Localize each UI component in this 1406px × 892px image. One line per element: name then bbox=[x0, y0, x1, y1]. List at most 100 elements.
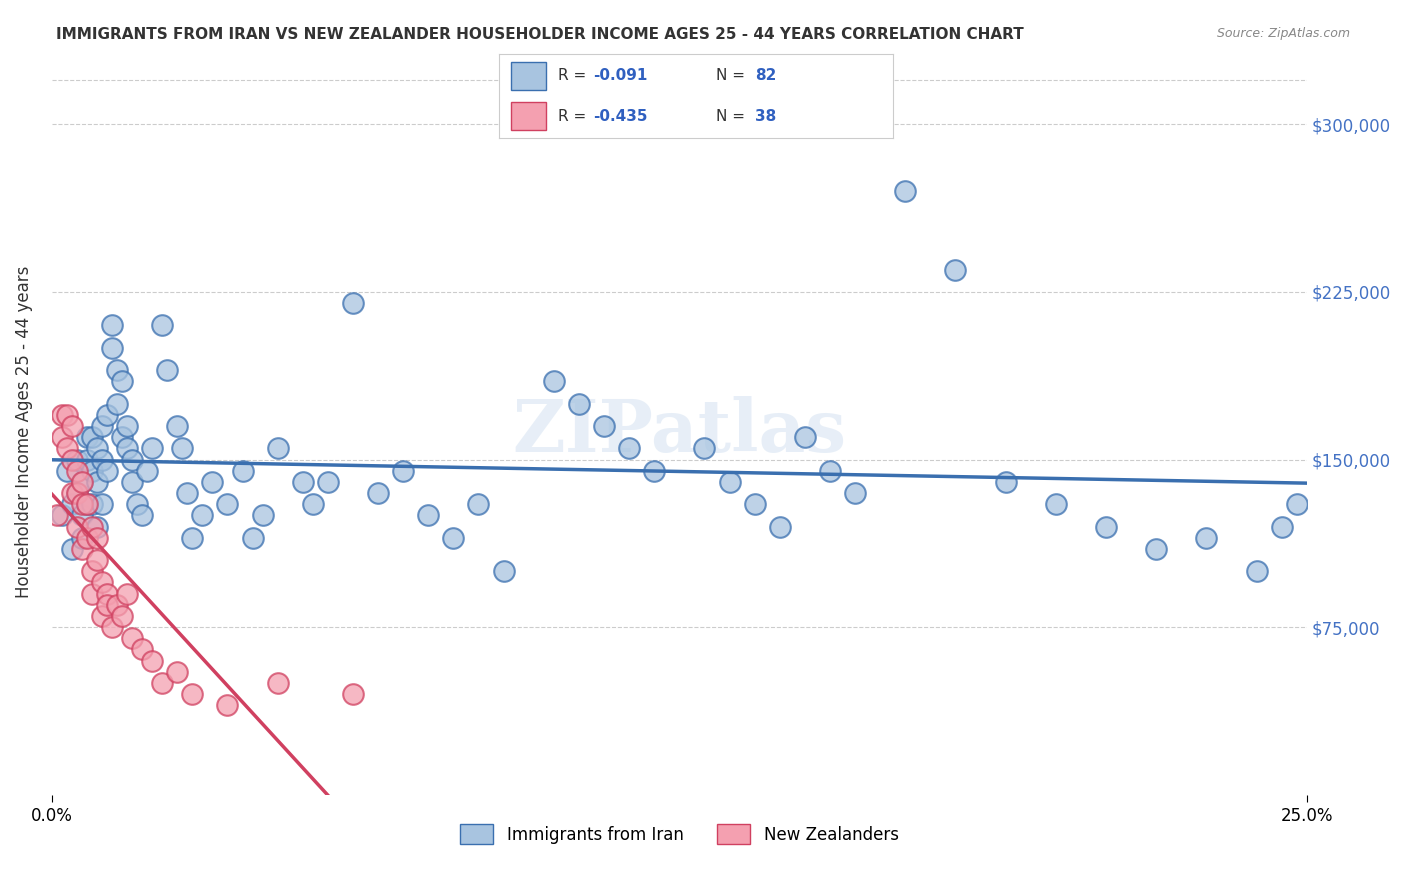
Point bbox=[131, 508, 153, 523]
Point bbox=[367, 486, 389, 500]
Point bbox=[105, 363, 128, 377]
Point bbox=[56, 464, 79, 478]
Point bbox=[111, 375, 134, 389]
Point bbox=[86, 442, 108, 456]
Point bbox=[96, 586, 118, 600]
Point bbox=[693, 442, 716, 456]
Point bbox=[191, 508, 214, 523]
Point bbox=[76, 452, 98, 467]
Point bbox=[80, 564, 103, 578]
Point bbox=[150, 676, 173, 690]
Point bbox=[101, 318, 124, 333]
Point bbox=[643, 464, 665, 478]
Point bbox=[56, 442, 79, 456]
Text: -0.091: -0.091 bbox=[593, 69, 648, 84]
Point bbox=[441, 531, 464, 545]
Point bbox=[231, 464, 253, 478]
Point bbox=[242, 531, 264, 545]
Y-axis label: Householder Income Ages 25 - 44 years: Householder Income Ages 25 - 44 years bbox=[15, 266, 32, 598]
Point bbox=[76, 497, 98, 511]
Point bbox=[80, 519, 103, 533]
Point bbox=[60, 486, 83, 500]
Point bbox=[91, 452, 114, 467]
Point bbox=[66, 486, 89, 500]
Point bbox=[818, 464, 841, 478]
Text: 82: 82 bbox=[755, 69, 776, 84]
Point bbox=[105, 397, 128, 411]
Point bbox=[181, 531, 204, 545]
Point bbox=[1144, 541, 1167, 556]
Point bbox=[60, 419, 83, 434]
Point bbox=[166, 665, 188, 679]
Point bbox=[70, 508, 93, 523]
Point bbox=[121, 475, 143, 489]
Text: 38: 38 bbox=[755, 109, 776, 124]
Point bbox=[1285, 497, 1308, 511]
Point bbox=[96, 408, 118, 422]
Point bbox=[76, 430, 98, 444]
Text: R =: R = bbox=[558, 109, 592, 124]
Point bbox=[136, 464, 159, 478]
Point bbox=[86, 519, 108, 533]
Point bbox=[101, 341, 124, 355]
Point bbox=[70, 475, 93, 489]
Point bbox=[543, 375, 565, 389]
Point bbox=[76, 531, 98, 545]
Point bbox=[51, 430, 73, 444]
Point bbox=[1045, 497, 1067, 511]
Point bbox=[492, 564, 515, 578]
Text: ZIPatlas: ZIPatlas bbox=[512, 396, 846, 467]
Point bbox=[150, 318, 173, 333]
Point bbox=[718, 475, 741, 489]
Point bbox=[70, 475, 93, 489]
Point bbox=[96, 598, 118, 612]
Text: Source: ZipAtlas.com: Source: ZipAtlas.com bbox=[1216, 27, 1350, 40]
Point bbox=[101, 620, 124, 634]
Point bbox=[111, 430, 134, 444]
Point bbox=[60, 452, 83, 467]
Point bbox=[86, 531, 108, 545]
Point bbox=[105, 598, 128, 612]
Point bbox=[131, 642, 153, 657]
Point bbox=[91, 609, 114, 624]
Legend: Immigrants from Iran, New Zealanders: Immigrants from Iran, New Zealanders bbox=[460, 824, 898, 845]
Point bbox=[894, 185, 917, 199]
Point bbox=[70, 541, 93, 556]
Point bbox=[342, 687, 364, 701]
Point bbox=[266, 676, 288, 690]
Point bbox=[769, 519, 792, 533]
Point bbox=[217, 497, 239, 511]
Point bbox=[744, 497, 766, 511]
Point bbox=[115, 419, 138, 434]
Point bbox=[70, 497, 93, 511]
Point bbox=[844, 486, 866, 500]
Point bbox=[91, 419, 114, 434]
Point bbox=[166, 419, 188, 434]
Point bbox=[115, 586, 138, 600]
Point bbox=[91, 497, 114, 511]
Point bbox=[593, 419, 616, 434]
Point bbox=[418, 508, 440, 523]
Point bbox=[66, 464, 89, 478]
Point bbox=[80, 586, 103, 600]
Bar bbox=[510, 62, 547, 89]
Point bbox=[45, 508, 67, 523]
Point bbox=[793, 430, 815, 444]
Point bbox=[291, 475, 314, 489]
Point bbox=[80, 464, 103, 478]
Point bbox=[80, 497, 103, 511]
Point bbox=[201, 475, 224, 489]
Point bbox=[617, 442, 640, 456]
Point bbox=[945, 262, 967, 277]
Point bbox=[342, 296, 364, 310]
Point bbox=[66, 452, 89, 467]
Point bbox=[121, 632, 143, 646]
Point bbox=[181, 687, 204, 701]
Point bbox=[80, 430, 103, 444]
Text: N =: N = bbox=[716, 69, 749, 84]
Point bbox=[1195, 531, 1218, 545]
Text: -0.435: -0.435 bbox=[593, 109, 648, 124]
Text: R =: R = bbox=[558, 69, 592, 84]
Point bbox=[121, 452, 143, 467]
Point bbox=[156, 363, 179, 377]
